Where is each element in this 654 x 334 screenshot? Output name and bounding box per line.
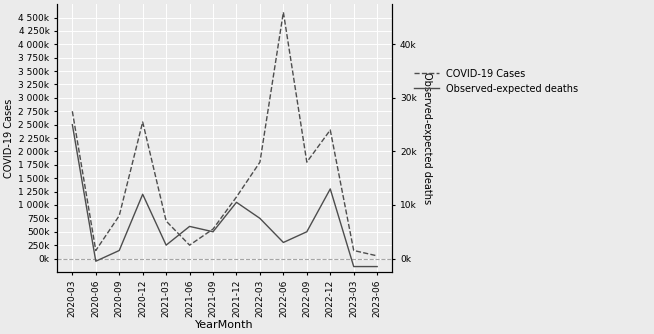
Observed-expected deaths [115,248,123,253]
Observed-expected deaths [350,265,358,269]
COVID-19 Cases [256,160,264,164]
COVID-19 Cases [162,219,170,223]
Observed-expected deaths [373,265,381,269]
Observed-expected deaths [92,259,99,263]
COVID-19 Cases [350,248,358,253]
COVID-19 Cases [303,160,311,164]
Legend: COVID-19 Cases, Observed-expected deaths: COVID-19 Cases, Observed-expected deaths [410,65,582,98]
Y-axis label: COVID-19 Cases: COVID-19 Cases [4,99,14,178]
Observed-expected deaths [139,192,146,196]
COVID-19 Cases [209,227,217,231]
COVID-19 Cases [139,120,146,124]
COVID-19 Cases [233,195,241,199]
COVID-19 Cases [115,214,123,218]
Observed-expected deaths [303,230,311,234]
Y-axis label: Observed-expected deaths: Observed-expected deaths [422,72,432,204]
Observed-expected deaths [233,200,241,204]
Observed-expected deaths [326,187,334,191]
COVID-19 Cases [69,109,77,113]
Line: Observed-expected deaths: Observed-expected deaths [73,125,377,267]
COVID-19 Cases [279,10,287,14]
COVID-19 Cases [92,248,99,253]
COVID-19 Cases [326,128,334,132]
COVID-19 Cases [373,254,381,258]
X-axis label: YearMonth: YearMonth [196,320,254,330]
Observed-expected deaths [256,216,264,220]
Observed-expected deaths [209,230,217,234]
Line: COVID-19 Cases: COVID-19 Cases [73,12,377,256]
Observed-expected deaths [186,224,194,228]
Observed-expected deaths [162,243,170,247]
COVID-19 Cases [186,243,194,247]
Observed-expected deaths [69,123,77,127]
Observed-expected deaths [279,240,287,244]
